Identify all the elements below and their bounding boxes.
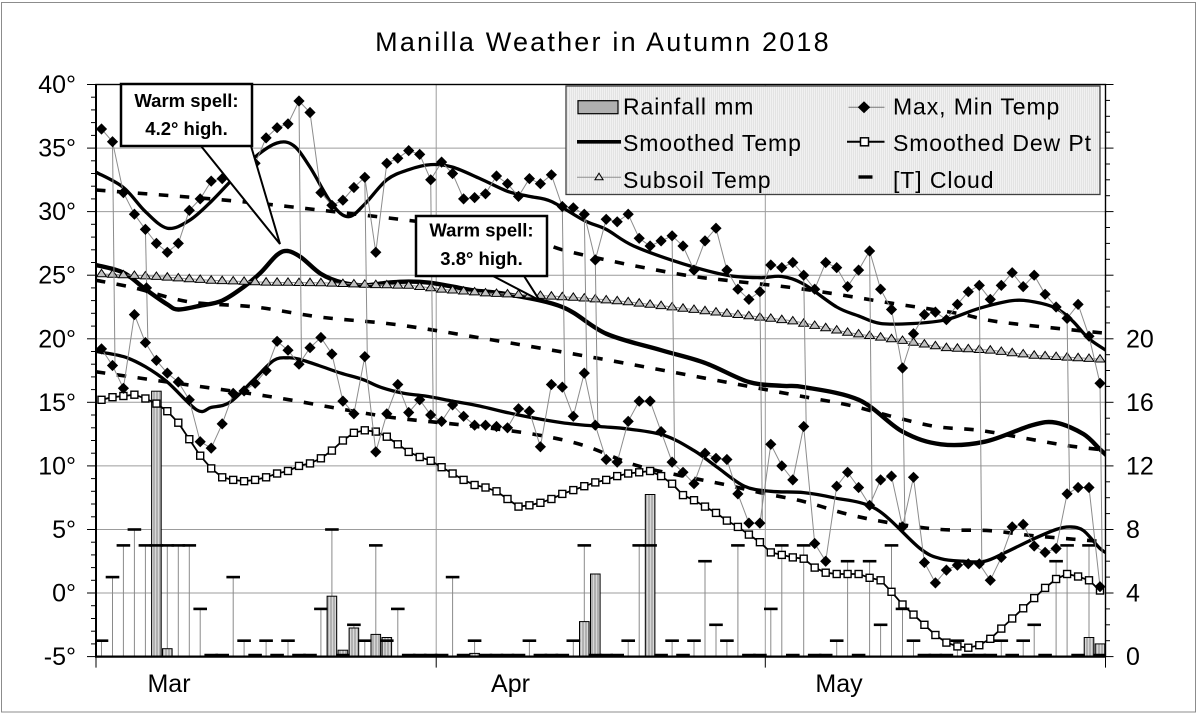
svg-text:25°: 25° <box>38 262 76 290</box>
svg-text:-5°: -5° <box>44 643 76 671</box>
svg-text:May: May <box>815 670 863 698</box>
svg-text:Max, Min Temp: Max, Min Temp <box>893 94 1060 120</box>
svg-text:Mar: Mar <box>147 670 190 698</box>
svg-text:10°: 10° <box>38 452 76 480</box>
svg-text:40°: 40° <box>38 71 76 99</box>
svg-text:0: 0 <box>1126 643 1140 671</box>
svg-text:[T] Cloud: [T] Cloud <box>893 167 994 193</box>
svg-text:Warm spell:: Warm spell: <box>134 90 238 111</box>
svg-text:Apr: Apr <box>491 670 530 698</box>
svg-text:20: 20 <box>1126 325 1154 353</box>
svg-text:5°: 5° <box>52 516 76 544</box>
svg-text:Smoothed Dew Pt: Smoothed Dew Pt <box>893 130 1092 156</box>
svg-text:0°: 0° <box>52 580 76 608</box>
svg-text:35°: 35° <box>38 135 76 163</box>
svg-text:15°: 15° <box>38 389 76 417</box>
svg-text:Warm spell:: Warm spell: <box>429 220 533 241</box>
svg-text:Manilla Weather in Autumn 2018: Manilla Weather in Autumn 2018 <box>375 27 831 57</box>
svg-text:Smoothed Temp: Smoothed Temp <box>623 130 802 156</box>
svg-text:30°: 30° <box>38 198 76 226</box>
svg-text:8: 8 <box>1126 516 1140 544</box>
svg-text:4: 4 <box>1126 580 1140 608</box>
svg-text:4.2° high.: 4.2° high. <box>145 118 227 139</box>
svg-text:3.8° high.: 3.8° high. <box>440 248 522 269</box>
svg-text:16: 16 <box>1126 389 1154 417</box>
svg-text:12: 12 <box>1126 452 1154 480</box>
svg-text:Rainfall mm: Rainfall mm <box>623 94 754 120</box>
svg-text:Subsoil Temp: Subsoil Temp <box>623 167 771 193</box>
svg-text:20°: 20° <box>38 325 76 353</box>
